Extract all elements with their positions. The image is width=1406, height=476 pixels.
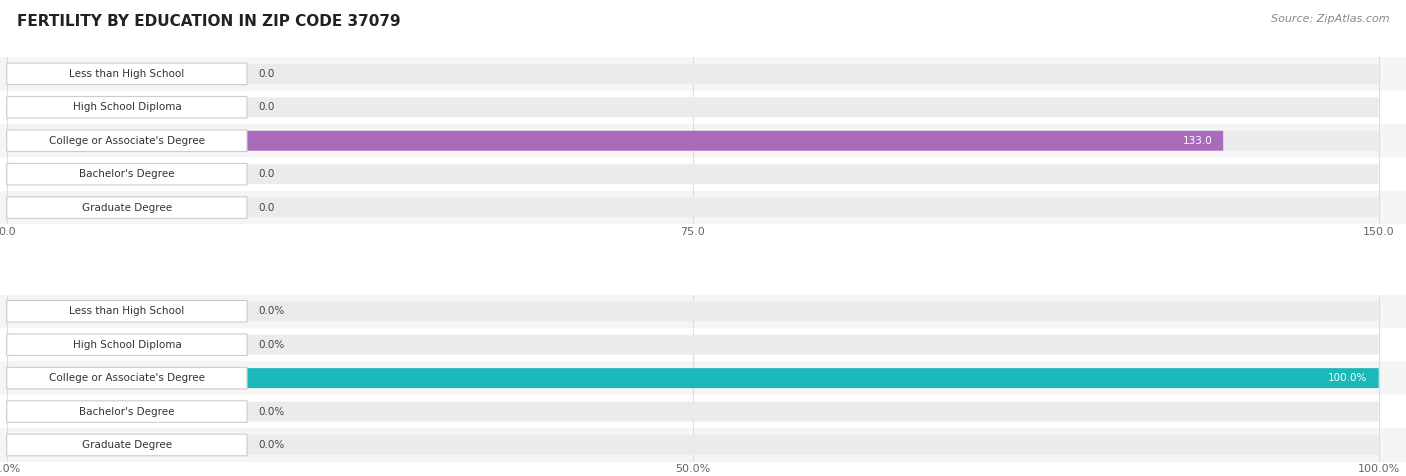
FancyBboxPatch shape: [0, 158, 1406, 191]
FancyBboxPatch shape: [7, 300, 247, 322]
FancyBboxPatch shape: [7, 131, 1223, 151]
FancyBboxPatch shape: [0, 395, 1406, 428]
FancyBboxPatch shape: [7, 434, 247, 456]
FancyBboxPatch shape: [0, 428, 1406, 462]
FancyBboxPatch shape: [0, 328, 1406, 361]
FancyBboxPatch shape: [7, 335, 200, 355]
Text: 0.0%: 0.0%: [257, 407, 284, 416]
FancyBboxPatch shape: [0, 191, 1406, 224]
Text: 100.0%: 100.0%: [1329, 373, 1368, 383]
FancyBboxPatch shape: [7, 131, 1379, 151]
Text: 0.0%: 0.0%: [257, 340, 284, 350]
FancyBboxPatch shape: [7, 367, 247, 389]
Text: Graduate Degree: Graduate Degree: [82, 203, 172, 213]
FancyBboxPatch shape: [7, 301, 200, 321]
FancyBboxPatch shape: [7, 64, 200, 84]
FancyBboxPatch shape: [7, 335, 1379, 355]
Text: 0.0: 0.0: [257, 203, 274, 213]
Text: Bachelor's Degree: Bachelor's Degree: [79, 169, 174, 179]
Text: Source: ZipAtlas.com: Source: ZipAtlas.com: [1271, 14, 1389, 24]
FancyBboxPatch shape: [7, 402, 200, 422]
FancyBboxPatch shape: [7, 130, 247, 151]
FancyBboxPatch shape: [7, 435, 200, 455]
FancyBboxPatch shape: [7, 97, 247, 118]
FancyBboxPatch shape: [7, 97, 1379, 117]
FancyBboxPatch shape: [7, 402, 1379, 422]
Text: 133.0: 133.0: [1182, 136, 1212, 146]
FancyBboxPatch shape: [7, 97, 200, 117]
FancyBboxPatch shape: [0, 361, 1406, 395]
FancyBboxPatch shape: [7, 197, 247, 218]
Text: Bachelor's Degree: Bachelor's Degree: [79, 407, 174, 416]
FancyBboxPatch shape: [7, 198, 1379, 218]
Text: High School Diploma: High School Diploma: [73, 340, 181, 350]
Text: 0.0: 0.0: [257, 169, 274, 179]
Text: 0.0%: 0.0%: [257, 306, 284, 316]
FancyBboxPatch shape: [7, 64, 1379, 84]
Text: Less than High School: Less than High School: [69, 306, 184, 316]
FancyBboxPatch shape: [7, 368, 1379, 388]
FancyBboxPatch shape: [7, 163, 247, 185]
FancyBboxPatch shape: [0, 124, 1406, 158]
FancyBboxPatch shape: [7, 164, 200, 184]
Text: College or Associate's Degree: College or Associate's Degree: [49, 373, 205, 383]
FancyBboxPatch shape: [0, 57, 1406, 90]
Text: 0.0: 0.0: [257, 69, 274, 79]
FancyBboxPatch shape: [0, 295, 1406, 328]
FancyBboxPatch shape: [7, 401, 247, 422]
Text: FERTILITY BY EDUCATION IN ZIP CODE 37079: FERTILITY BY EDUCATION IN ZIP CODE 37079: [17, 14, 401, 30]
Text: Less than High School: Less than High School: [69, 69, 184, 79]
Text: 0.0%: 0.0%: [257, 440, 284, 450]
Text: Graduate Degree: Graduate Degree: [82, 440, 172, 450]
FancyBboxPatch shape: [7, 301, 1379, 321]
FancyBboxPatch shape: [7, 368, 1379, 388]
FancyBboxPatch shape: [7, 334, 247, 356]
Text: 0.0: 0.0: [257, 102, 274, 112]
FancyBboxPatch shape: [7, 63, 247, 85]
FancyBboxPatch shape: [7, 164, 1379, 184]
FancyBboxPatch shape: [7, 198, 200, 218]
FancyBboxPatch shape: [0, 90, 1406, 124]
Text: High School Diploma: High School Diploma: [73, 102, 181, 112]
Text: College or Associate's Degree: College or Associate's Degree: [49, 136, 205, 146]
FancyBboxPatch shape: [7, 435, 1379, 455]
